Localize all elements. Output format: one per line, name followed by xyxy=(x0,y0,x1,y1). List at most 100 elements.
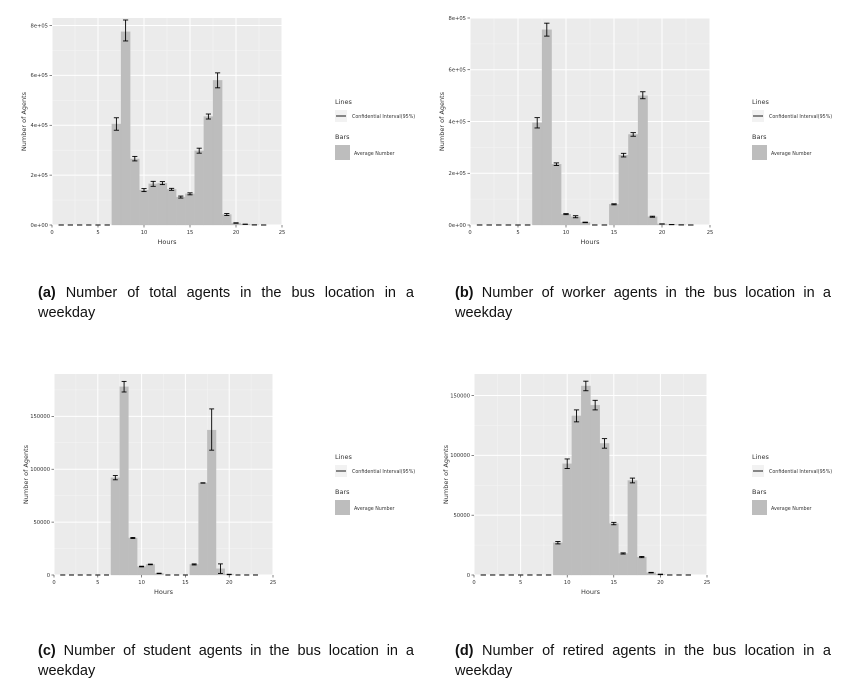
bar xyxy=(166,189,177,226)
legend-lines-item: Confidential Interval(95%) xyxy=(352,114,415,120)
bar xyxy=(541,29,552,226)
chart-panel-c: 0 5 10 15 20 25 0 50000 100000 150000 Hours Number … xyxy=(0,347,433,694)
legend-bars-item: Average Number xyxy=(354,506,395,512)
y-tick-label: 0 xyxy=(47,573,50,579)
x-tick-label: 15 xyxy=(182,580,189,586)
y-tick-label: 0e+00 xyxy=(31,223,48,229)
y-tick-label: 150000 xyxy=(450,393,470,399)
bar xyxy=(128,537,138,576)
legend-bar-swatch xyxy=(335,500,350,515)
y-tick-label: 50000 xyxy=(453,513,470,519)
x-tick-label: 5 xyxy=(516,230,519,236)
y-tick-label: 50000 xyxy=(33,520,50,526)
y-tick-label: 2e+05 xyxy=(31,173,48,179)
bar xyxy=(562,463,573,576)
x-tick-label: 10 xyxy=(138,580,145,586)
bar xyxy=(189,564,199,576)
x-tick-label: 20 xyxy=(657,580,664,586)
bar xyxy=(176,196,186,226)
bar xyxy=(647,216,658,226)
x-tick-label: 10 xyxy=(141,230,148,236)
chart-panel-d: 0 5 10 15 20 25 0 50000 100000 150000 Hours Number … xyxy=(433,347,866,694)
legend-bars-item: Average Number xyxy=(354,151,395,157)
bar xyxy=(571,415,582,576)
legend-lines-item: Confidential Interval(95%) xyxy=(769,469,832,475)
legend-bars-item: Average Number xyxy=(771,151,812,157)
bar xyxy=(599,443,610,576)
legend-lines-item: Confidential Interval(95%) xyxy=(352,469,415,475)
caption-b-text: Number of worker agents in the bus locat… xyxy=(455,285,831,321)
bar xyxy=(157,182,168,226)
x-axis-title: Hours xyxy=(154,588,174,596)
legend-bar-swatch xyxy=(752,145,767,160)
y-tick-label: 0e+00 xyxy=(449,223,466,229)
x-tick-label: 25 xyxy=(270,580,277,586)
y-tick-label: 100000 xyxy=(450,453,470,459)
bar xyxy=(628,134,639,226)
y-tick-label: 150000 xyxy=(30,414,50,420)
bar xyxy=(185,193,195,226)
chart-b: 0 5 10 15 20 25 0e+00 2e+05 4e+05 6e+05 8e+05 Hours… xyxy=(438,16,832,246)
y-tick-label: 6e+05 xyxy=(449,68,466,74)
caption-a-text: Number of total agents in the bus locati… xyxy=(38,285,414,321)
bar xyxy=(532,122,543,226)
y-tick-label: 0 xyxy=(467,573,470,579)
x-tick-label: 20 xyxy=(226,580,233,586)
chart-d: 0 5 10 15 20 25 0 50000 100000 150000 Hours Number … xyxy=(442,374,832,596)
bar xyxy=(111,123,122,226)
legend-lines-title: Lines xyxy=(752,453,770,461)
x-tick-label: 25 xyxy=(707,230,714,236)
caption-b-label: (b) xyxy=(455,285,474,301)
legend-bars-title: Bars xyxy=(335,133,350,141)
x-tick-label: 15 xyxy=(187,230,194,236)
x-tick-label: 20 xyxy=(659,230,666,236)
bar xyxy=(203,116,214,226)
legend-lines-title: Lines xyxy=(752,98,770,106)
bar xyxy=(222,214,232,226)
x-tick-label: 0 xyxy=(52,580,55,586)
x-tick-label: 5 xyxy=(96,580,99,586)
y-tick-label: 4e+05 xyxy=(31,123,48,129)
bar xyxy=(551,164,562,226)
x-tick-label: 5 xyxy=(96,230,99,236)
y-tick-label: 8e+05 xyxy=(31,23,48,29)
x-tick-label: 0 xyxy=(50,230,53,236)
caption-d-text: Number of retired agents in the bus loca… xyxy=(455,643,831,679)
x-tick-label: 15 xyxy=(610,580,617,586)
bar xyxy=(110,477,120,576)
bar xyxy=(207,429,217,576)
bar xyxy=(148,183,158,226)
y-tick-label: 6e+05 xyxy=(31,73,48,79)
caption-c: (c) Number of student agents in the bus … xyxy=(38,641,414,681)
caption-b: (b) Number of worker agents in the bus l… xyxy=(455,283,831,323)
bar xyxy=(618,553,628,576)
x-tick-label: 10 xyxy=(563,230,570,236)
x-tick-label: 10 xyxy=(564,580,571,586)
x-tick-label: 25 xyxy=(279,230,286,236)
y-tick-label: 8e+05 xyxy=(449,16,466,22)
x-axis-title: Hours xyxy=(580,238,600,246)
legend-bar-swatch xyxy=(335,145,350,160)
x-tick-label: 0 xyxy=(472,580,475,586)
caption-c-label: (c) xyxy=(38,643,56,659)
legend-bars-item: Average Number xyxy=(771,506,812,512)
caption-a-label: (a) xyxy=(38,285,56,301)
y-tick-label: 4e+05 xyxy=(449,119,466,125)
bar xyxy=(637,95,648,226)
x-tick-label: 15 xyxy=(611,230,618,236)
legend-bars-title: Bars xyxy=(752,133,767,141)
bar xyxy=(618,154,629,226)
y-axis-title: Number of Agents xyxy=(442,444,450,504)
chart-panel-a: 0 5 10 15 20 25 0e+00 2e+05 4e+05 6e+05 8e+05 Hours… xyxy=(0,0,433,347)
bar xyxy=(137,566,147,576)
bar xyxy=(119,386,129,576)
caption-a: (a) Number of total agents in the bus lo… xyxy=(38,283,414,323)
chart-a: 0 5 10 15 20 25 0e+00 2e+05 4e+05 6e+05 8e+05 Hours… xyxy=(20,18,415,246)
caption-c-text: Number of student agents in the bus loca… xyxy=(38,643,414,679)
bar xyxy=(130,158,140,226)
bar xyxy=(627,480,638,576)
chart-panel-b: 0 5 10 15 20 25 0e+00 2e+05 4e+05 6e+05 8e+05 Hours… xyxy=(433,0,866,347)
bar xyxy=(581,385,591,576)
bar xyxy=(636,556,647,576)
chart-c: 0 5 10 15 20 25 0 50000 100000 150000 Hours Number … xyxy=(22,374,415,596)
